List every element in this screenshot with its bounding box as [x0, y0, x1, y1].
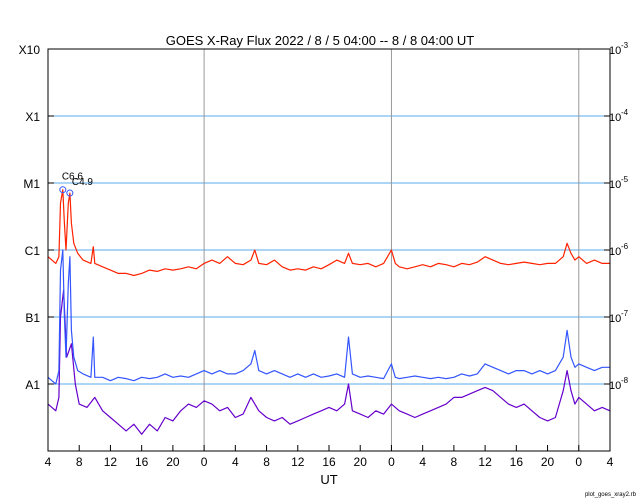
x-tick-label: 8 — [451, 455, 458, 469]
right-tick-exponent: -7 — [621, 309, 629, 318]
x-tick-label: 0 — [388, 455, 395, 469]
x-tick-label: 12 — [291, 455, 305, 469]
x-tick-label: 0 — [575, 455, 582, 469]
series-line — [47, 289, 611, 435]
x-tick-label: 20 — [166, 455, 180, 469]
left-axis: X10 X1 M1 C1 B1 A1 — [19, 43, 54, 392]
grid-layer — [48, 49, 610, 451]
right-axis: 10-310-410-510-610-710-8 — [604, 41, 629, 392]
right-tick-label: 10 — [609, 313, 621, 325]
right-tick-label: 10 — [609, 112, 621, 124]
flare-label: C6.6 — [62, 172, 84, 183]
right-tick-exponent: -4 — [621, 108, 629, 117]
left-tick-label: M1 — [23, 177, 40, 191]
right-tick-exponent: -3 — [621, 41, 629, 50]
x-tick-label: 0 — [201, 455, 208, 469]
x-axis: 4 8 12 16 20 0 4 8 12 16 20 0 4 8 12 16 20 0 4 — [45, 445, 614, 469]
x-tick-label: 4 — [45, 455, 52, 469]
series-line — [47, 189, 610, 277]
x-tick-label: 8 — [76, 455, 83, 469]
x-tick-label: 16 — [135, 455, 149, 469]
left-tick-label: A1 — [25, 378, 40, 392]
right-tick-label: 10 — [609, 246, 621, 258]
right-tick-label: 10 — [609, 380, 621, 392]
x-tick-label: 12 — [104, 455, 118, 469]
x-tick-label: 4 — [419, 455, 426, 469]
series-line — [47, 249, 610, 385]
flare-marker — [66, 189, 74, 197]
x-axis-label: UT — [320, 472, 337, 487]
x-tick-label: 20 — [354, 455, 368, 469]
left-tick-label: X10 — [19, 43, 41, 57]
chart-title: GOES X-Ray Flux 2022 / 8 / 5 04:00 -- 8 … — [166, 33, 475, 48]
right-tick-exponent: -8 — [621, 376, 629, 385]
right-tick-exponent: -6 — [621, 242, 629, 251]
right-tick-label: 10 — [609, 179, 621, 191]
x-tick-label: 16 — [510, 455, 524, 469]
x-tick-label: 8 — [263, 455, 270, 469]
flare-label: C4.9 — [72, 177, 94, 188]
left-tick-label: B1 — [25, 311, 40, 325]
x-tick-label: 4 — [607, 455, 614, 469]
x-tick-label: 4 — [232, 455, 239, 469]
x-tick-label: 20 — [541, 455, 555, 469]
annotation-layer: C6.6C4.9 — [59, 172, 94, 197]
right-tick-label: 10 — [609, 45, 621, 57]
x-tick-label: 16 — [322, 455, 336, 469]
x-tick-label: 12 — [478, 455, 492, 469]
right-tick-exponent: -5 — [621, 175, 629, 184]
plot-credit: plot_goes_xray2.rb — [585, 492, 637, 498]
flare-marker — [59, 186, 67, 194]
left-tick-label: X1 — [25, 110, 40, 124]
left-tick-label: C1 — [25, 244, 41, 258]
series-layer — [47, 189, 611, 435]
